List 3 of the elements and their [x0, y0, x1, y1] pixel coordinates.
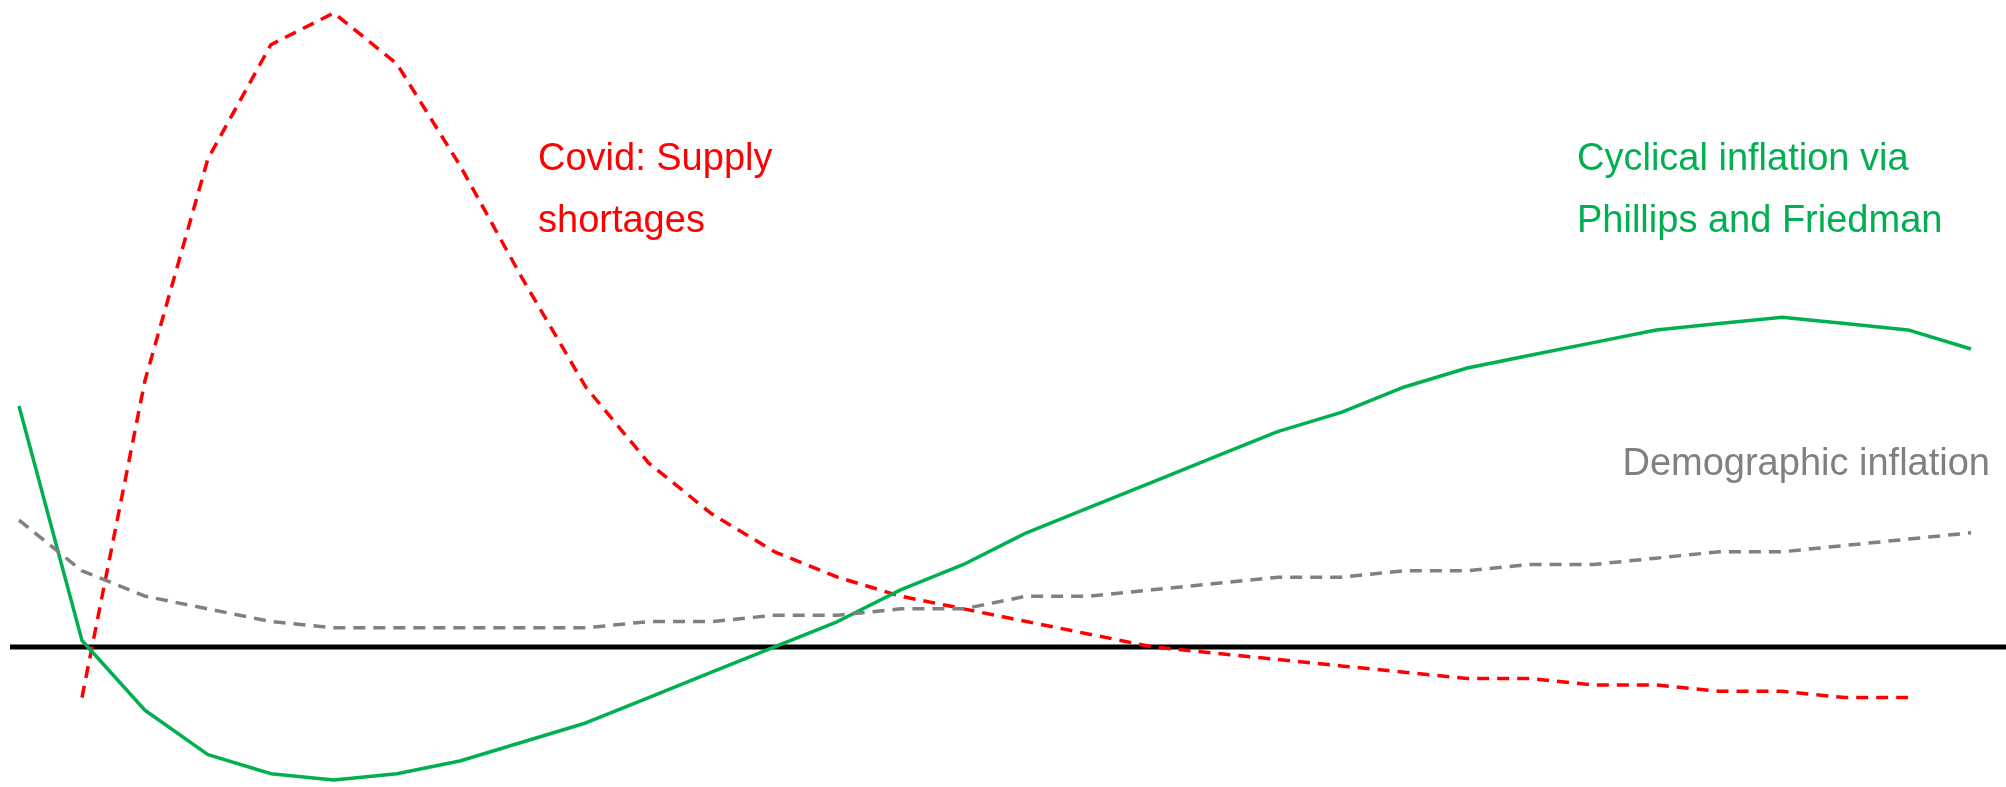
- series-label: Demographic inflation: [1622, 441, 1990, 483]
- text: Cyclical inflation via Phillips and Friedman: [1577, 136, 1943, 240]
- series-label: Covid: Supply shortages: [538, 136, 773, 240]
